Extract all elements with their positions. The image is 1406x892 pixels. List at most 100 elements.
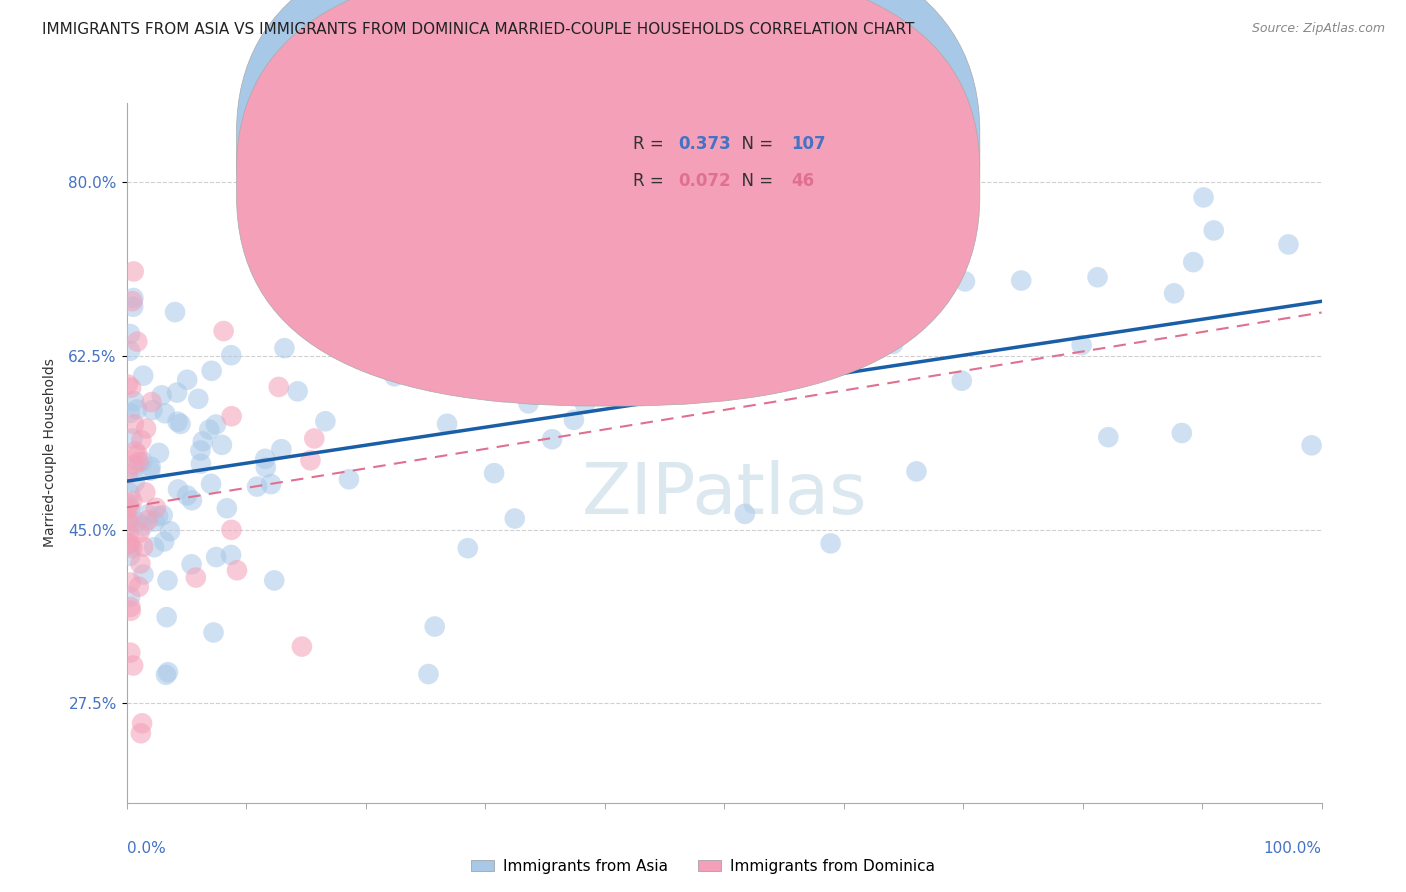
Point bbox=[159, 524, 181, 539]
Point bbox=[122, 658, 145, 673]
Point bbox=[146, 509, 169, 524]
Text: 0.373: 0.373 bbox=[679, 135, 731, 153]
Point bbox=[128, 455, 150, 469]
Point bbox=[120, 549, 142, 563]
Point bbox=[423, 619, 446, 633]
Point bbox=[124, 444, 146, 458]
Point bbox=[156, 574, 179, 588]
Text: 100.0%: 100.0% bbox=[1264, 841, 1322, 856]
Text: R =: R = bbox=[633, 171, 669, 190]
Point bbox=[117, 377, 139, 392]
Text: Source: ZipAtlas.com: Source: ZipAtlas.com bbox=[1251, 22, 1385, 36]
Point bbox=[337, 472, 360, 486]
Text: 0.0%: 0.0% bbox=[127, 841, 166, 856]
Point bbox=[117, 467, 139, 482]
Point bbox=[205, 417, 228, 432]
Point bbox=[270, 442, 292, 457]
Point bbox=[118, 536, 141, 550]
Point bbox=[263, 574, 285, 588]
Point bbox=[212, 324, 235, 338]
FancyBboxPatch shape bbox=[236, 0, 980, 406]
Point bbox=[1171, 425, 1194, 440]
Point bbox=[882, 337, 904, 351]
Point bbox=[267, 380, 290, 394]
Point bbox=[124, 460, 146, 475]
Point bbox=[166, 415, 188, 429]
Point bbox=[1301, 438, 1323, 452]
Point bbox=[176, 373, 198, 387]
Point bbox=[574, 397, 596, 411]
Point bbox=[460, 367, 482, 381]
Point bbox=[128, 525, 150, 540]
Point bbox=[145, 500, 167, 515]
Point bbox=[541, 432, 564, 446]
Text: N =: N = bbox=[731, 135, 779, 153]
Point bbox=[1097, 430, 1119, 444]
Point bbox=[219, 348, 242, 362]
Point bbox=[120, 646, 142, 660]
Point bbox=[120, 517, 142, 532]
Point bbox=[152, 508, 174, 523]
Point bbox=[132, 519, 155, 533]
Point bbox=[125, 515, 148, 529]
Point bbox=[120, 343, 142, 358]
Point bbox=[121, 294, 143, 309]
Point bbox=[136, 513, 159, 527]
Point bbox=[117, 502, 139, 516]
Point bbox=[120, 500, 142, 515]
Point bbox=[122, 291, 145, 305]
Point bbox=[820, 536, 842, 550]
Y-axis label: Married-couple Households: Married-couple Households bbox=[44, 359, 58, 547]
Point bbox=[190, 443, 212, 458]
Point bbox=[127, 334, 149, 349]
Point bbox=[117, 514, 139, 528]
Point bbox=[131, 716, 153, 731]
Point bbox=[432, 194, 454, 208]
Point bbox=[198, 423, 221, 437]
Point bbox=[122, 458, 145, 472]
Point bbox=[418, 667, 440, 681]
Point bbox=[291, 640, 314, 654]
Point bbox=[562, 413, 585, 427]
Point bbox=[304, 432, 326, 446]
Point bbox=[181, 493, 204, 508]
Point bbox=[129, 726, 152, 740]
Point bbox=[169, 417, 191, 431]
Point bbox=[120, 599, 142, 614]
Point bbox=[132, 540, 155, 554]
Point bbox=[184, 570, 207, 584]
Point bbox=[122, 394, 145, 409]
Point bbox=[1010, 273, 1032, 287]
Point bbox=[1182, 255, 1205, 269]
Point bbox=[176, 488, 198, 502]
Point bbox=[143, 515, 166, 529]
Point bbox=[273, 341, 295, 355]
Point bbox=[1202, 223, 1225, 237]
Point bbox=[457, 541, 479, 556]
Point bbox=[117, 511, 139, 525]
Point bbox=[205, 550, 228, 565]
Point bbox=[202, 625, 225, 640]
Point bbox=[1087, 270, 1109, 285]
Point bbox=[141, 395, 163, 409]
Point bbox=[1192, 190, 1215, 204]
Point bbox=[950, 374, 973, 388]
Point bbox=[122, 417, 145, 431]
Point bbox=[120, 590, 142, 604]
Point bbox=[488, 376, 510, 391]
Point bbox=[124, 475, 146, 490]
Text: R =: R = bbox=[633, 135, 669, 153]
Point bbox=[211, 438, 233, 452]
Point bbox=[128, 580, 150, 594]
Point bbox=[905, 464, 928, 478]
Point bbox=[450, 357, 472, 371]
Point bbox=[299, 453, 322, 467]
Point bbox=[155, 668, 177, 682]
Point bbox=[120, 381, 142, 395]
Point bbox=[314, 414, 336, 428]
Point bbox=[221, 523, 243, 537]
Text: 0.072: 0.072 bbox=[679, 171, 731, 190]
Point bbox=[260, 477, 283, 491]
Point bbox=[135, 421, 157, 435]
Point bbox=[187, 392, 209, 406]
